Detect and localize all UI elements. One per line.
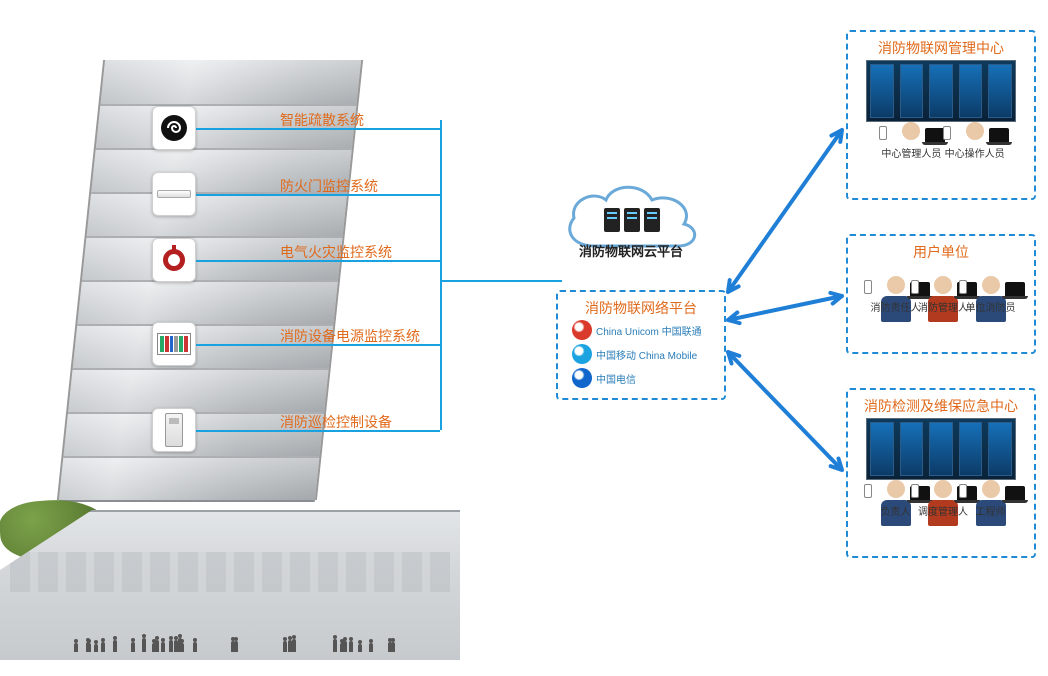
bus-line-to-cloud (442, 280, 562, 282)
carrier-1: 中国移动 China Mobile (572, 344, 697, 364)
emergency-center-control-screen (866, 418, 1016, 480)
user-unit-role-2: 单位消防员 (969, 276, 1013, 322)
flow-arrow (728, 293, 842, 323)
telecom-logos: China Unicom 中国联通中国移动 China Mobile 中国电信 (558, 292, 724, 398)
cloud-label: 消防物联网云平台 (579, 241, 683, 260)
dev-elec-label: 电气火灾监控系统 (280, 242, 392, 262)
dev-patrol-device (152, 408, 196, 452)
dev-firedoor-label: 防火门监控系统 (280, 176, 378, 196)
mgmt-center-box: 消防物联网管理中心中心管理人员中心操作人员 (846, 30, 1036, 200)
carrier-0: China Unicom 中国联通 (572, 320, 702, 340)
server-icon (624, 208, 640, 232)
emergency-center-role-2: 工程师 (969, 480, 1013, 526)
network-platform-box: 消防物联网络平台 China Unicom 中国联通中国移动 China Mob… (556, 290, 726, 400)
mgmt-center-control-screen (866, 60, 1016, 122)
mgmt-center-title: 消防物联网管理中心 (848, 38, 1034, 58)
emergency-center-title: 消防检测及维保应急中心 (848, 396, 1034, 416)
server-icon (604, 208, 620, 232)
mgmt-center-role-1: 中心操作人员 (953, 122, 997, 168)
flow-arrow (728, 352, 842, 470)
user-unit-box: 用户单位消防责任人消防管理人单位消防员 (846, 234, 1036, 354)
dev-elec-device (152, 238, 196, 282)
dev-power-device (152, 322, 196, 366)
mgmt-center-role-0: 中心管理人员 (889, 122, 933, 168)
crowd (40, 622, 420, 652)
dev-evac-label: 智能疏散系统 (280, 110, 364, 130)
building-illustration (0, 60, 460, 660)
dev-patrol-label: 消防巡检控制设备 (280, 412, 392, 432)
dev-power-label: 消防设备电源监控系统 (280, 326, 420, 346)
building-base (0, 510, 460, 660)
bus-line-vertical (440, 120, 442, 430)
cloud-platform: 消防物联网云平台 (556, 178, 706, 268)
emergency-center-box: 消防检测及维保应急中心负责人调度管理人工程师 (846, 388, 1036, 558)
dev-evac-device (152, 106, 196, 150)
carrier-2: 中国电信 (572, 368, 636, 388)
user-unit-title: 用户单位 (848, 242, 1034, 262)
flow-arrow (728, 130, 842, 292)
server-icon (644, 208, 660, 232)
dev-firedoor-device (152, 172, 196, 216)
